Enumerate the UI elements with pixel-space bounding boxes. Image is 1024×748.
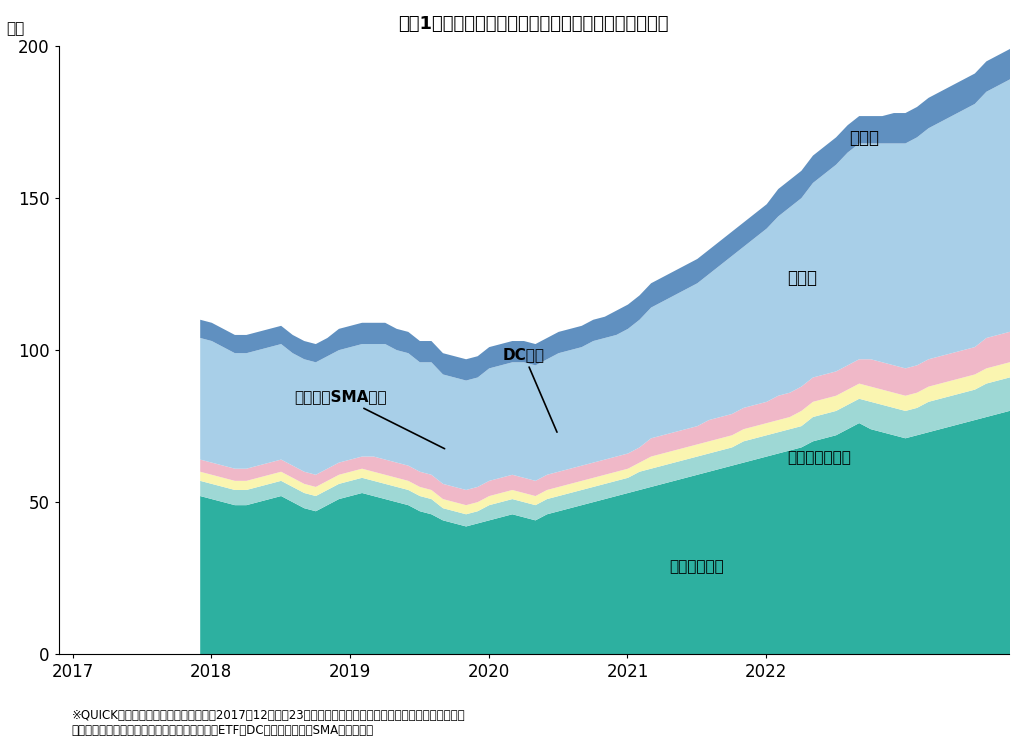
Text: アクティブ型: アクティブ型: [669, 560, 724, 574]
Text: ラップ・SMA専用: ラップ・SMA専用: [295, 389, 444, 449]
Title: 『図1』国内公募投信の純資産総額の推移　（種類別）: 『図1』国内公募投信の純資産総額の推移 （種類別）: [398, 15, 669, 33]
Text: 兆円: 兆円: [6, 22, 25, 37]
Text: インデックス型: インデックス型: [787, 450, 851, 465]
Text: ＥＴＦ: ＥＴＦ: [787, 269, 817, 286]
Text: ＭＲＦ: ＭＲＦ: [850, 129, 880, 147]
Text: ※QUICK資産運用研究所調べ。データは2017年12月かも23年７月までの月次ベース。対象は国内公募の投資信
託。インデックス型とアクティブ型はそれぞれETF: ※QUICK資産運用研究所調べ。データは2017年12月かも23年７月までの月次…: [72, 709, 465, 737]
Text: DC専用: DC専用: [503, 347, 557, 432]
